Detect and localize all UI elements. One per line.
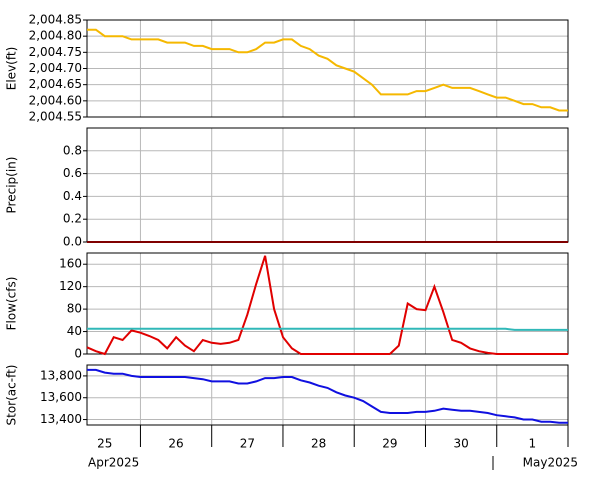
y-tick-label: 2,004.70 <box>29 61 82 75</box>
x-tick-label: 27 <box>240 437 255 451</box>
y-tick-label: 0.0 <box>63 235 82 249</box>
x-group-label: May2025 <box>523 456 578 470</box>
y-tick-label: 0 <box>74 347 82 361</box>
x-group-label: Apr2025 <box>88 456 139 470</box>
data-line <box>87 28 568 112</box>
y-tick-label: 2,004.75 <box>29 45 82 59</box>
x-tick-label: 28 <box>311 437 326 451</box>
y-tick-label: 13,400 <box>40 412 82 426</box>
y-tick-label: 2,004.60 <box>29 93 82 107</box>
data-line <box>87 368 568 424</box>
x-tick-label: 1 <box>529 437 537 451</box>
y-tick-label: 120 <box>59 279 82 293</box>
plot-frame <box>86 364 569 426</box>
y-tick-label: 2,004.65 <box>29 77 82 91</box>
y-axis-label: Precip(in) <box>5 157 19 214</box>
x-tick-label: 29 <box>382 437 397 451</box>
y-axis-label: Elev(ft) <box>5 47 19 90</box>
y-tick-label: 80 <box>67 302 82 316</box>
y-tick-label: 0.4 <box>63 189 82 203</box>
y-tick-label: 160 <box>59 257 82 271</box>
y-axis-label: Flow(cfs) <box>5 277 19 331</box>
y-tick-label: 0.6 <box>63 166 82 180</box>
x-tick-label: 30 <box>453 437 468 451</box>
y-tick-label: 2,004.80 <box>29 29 82 43</box>
y-tick-label: 13,800 <box>40 368 82 382</box>
y-tick-label: 13,600 <box>40 390 82 404</box>
y-tick-label: 2,004.85 <box>29 13 82 27</box>
y-tick-label: 2,004.55 <box>29 110 82 124</box>
data-line <box>86 255 568 356</box>
data-line <box>87 327 568 331</box>
y-tick-label: 0.2 <box>63 212 82 226</box>
x-tick-label: 25 <box>97 437 112 451</box>
y-tick-label: 40 <box>67 324 82 338</box>
y-axis-label: Stor(ac-ft) <box>5 365 19 426</box>
y-tick-label: 0.8 <box>63 143 82 157</box>
plot-frame <box>86 19 569 118</box>
x-tick-label: 26 <box>168 437 183 451</box>
